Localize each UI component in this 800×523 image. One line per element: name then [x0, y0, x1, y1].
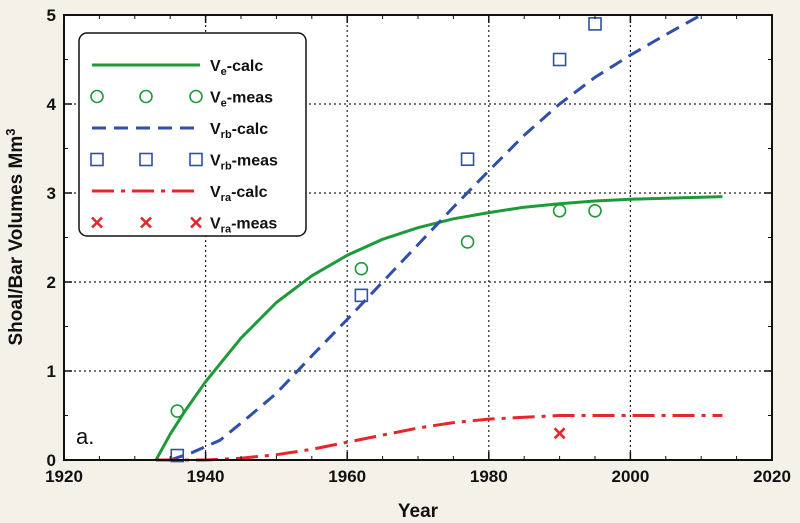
- legend-label-suffix: -calc: [231, 184, 268, 201]
- legend-label-base: V: [210, 184, 221, 201]
- data-point-ve_meas: [354, 261, 369, 276]
- y-tick-label: 5: [47, 6, 56, 25]
- data-point-vra_meas: [553, 427, 566, 440]
- x-marker-stroke: [140, 216, 152, 229]
- legend-marker-swatch: [90, 89, 104, 104]
- legend-label: Vra-calc: [210, 184, 268, 204]
- data-point-ve_meas: [460, 235, 475, 249]
- legend-label-base: V: [210, 90, 221, 107]
- legend-marker-swatch: [139, 152, 153, 167]
- x-tick-label: 1940: [187, 467, 225, 486]
- legend-marker-swatch: [189, 89, 203, 104]
- x-axis-label: Year: [398, 501, 439, 522]
- legend-marker-swatch: [189, 152, 203, 167]
- legend-label: Vrb-calc: [210, 121, 268, 141]
- series-line-vra_calc: [156, 414, 723, 462]
- legend-label-base: V: [210, 58, 221, 75]
- legend-label-subscript: e: [221, 66, 227, 78]
- y-tick-label: 2: [47, 273, 56, 292]
- data-point-ve_meas: [170, 404, 185, 418]
- data-point-ve_meas: [588, 204, 602, 218]
- x-tick-label: 1980: [470, 467, 508, 486]
- legend-label-subscript: ra: [221, 192, 232, 204]
- series-line-ve_calc: [154, 195, 723, 461]
- series-line-vrb_calc: [169, 13, 702, 462]
- x-tick-label: 2020: [753, 467, 791, 486]
- legend-label-base: V: [210, 121, 221, 138]
- legend-label-subscript: rb: [221, 129, 232, 141]
- legend-label-base: V: [210, 153, 221, 170]
- data-series: [154, 13, 723, 463]
- legend-marker-swatch: [139, 89, 153, 104]
- legend-box: [78, 32, 307, 237]
- data-point-vrb_meas: [170, 448, 185, 463]
- data-point-vrb_meas: [460, 152, 475, 166]
- x-tick-label: 1960: [328, 467, 366, 486]
- y-axis-label: Shoal/Bar Volumes Mm3: [3, 129, 27, 346]
- legend-label: Ve-meas: [210, 90, 273, 110]
- legend-label-subscript: ra: [221, 224, 232, 236]
- x-marker-stroke: [553, 427, 566, 440]
- legend-label-subscript: rb: [221, 161, 232, 173]
- x-tick-label: 1920: [45, 467, 83, 486]
- legend-label-suffix: -meas: [227, 90, 273, 107]
- legend-label-subscript: e: [221, 98, 227, 110]
- legend-label-suffix: -meas: [232, 153, 278, 170]
- legend-marker-swatch: [91, 216, 103, 229]
- legend-label: Vrb-meas: [210, 153, 278, 173]
- y-tick-label: 0: [47, 451, 56, 470]
- legend-marker-swatch: [190, 216, 202, 229]
- legend-entry-vrb_calc: Vrb-calc: [92, 121, 268, 141]
- legend-entry-vra_calc: Vra-calc: [92, 184, 268, 204]
- legend-label: Ve-calc: [210, 58, 263, 78]
- legend-marker-swatch: [90, 152, 104, 167]
- y-tick-label: 1: [47, 362, 56, 381]
- legend-entry-vra_meas: Vra-meas: [91, 216, 277, 236]
- data-point-ve_meas: [552, 204, 567, 218]
- legend-label-suffix: -calc: [227, 58, 264, 75]
- legend-label-base: V: [210, 216, 221, 233]
- data-point-vrb_meas: [552, 52, 567, 67]
- x-marker-stroke: [91, 216, 103, 229]
- panel-label: a.: [76, 424, 94, 449]
- legend-marker-swatch: [140, 216, 152, 229]
- y-axis-label-main: Shoal/Bar Volumes Mm: [6, 136, 27, 346]
- legend-label: Vra-meas: [210, 216, 277, 236]
- legend-entry-ve_calc: Ve-calc: [92, 58, 263, 78]
- data-point-vrb_meas: [354, 288, 369, 303]
- axis-ticks: 1920 1940 1960 1980 2000 2020 0 1 2 3 4 5: [45, 6, 791, 486]
- y-axis-label-superscript: 3: [3, 129, 18, 136]
- legend-label-suffix: -meas: [231, 216, 277, 233]
- legend-entries: Ve-calcVe-measVrb-calcVrb-measVra-calcVr…: [90, 58, 278, 236]
- legend-entry-ve_meas: Ve-meas: [90, 89, 273, 110]
- legend-label-suffix: -calc: [232, 121, 269, 138]
- x-marker-stroke: [190, 216, 202, 229]
- y-tick-label: 4: [47, 95, 57, 114]
- legend-entry-vrb_meas: Vrb-meas: [90, 152, 278, 173]
- x-tick-label: 2000: [611, 467, 649, 486]
- grid-lines: [64, 15, 772, 460]
- y-tick-label: 3: [47, 184, 56, 203]
- legend: Ve-calcVe-measVrb-calcVrb-measVra-calcVr…: [78, 32, 307, 237]
